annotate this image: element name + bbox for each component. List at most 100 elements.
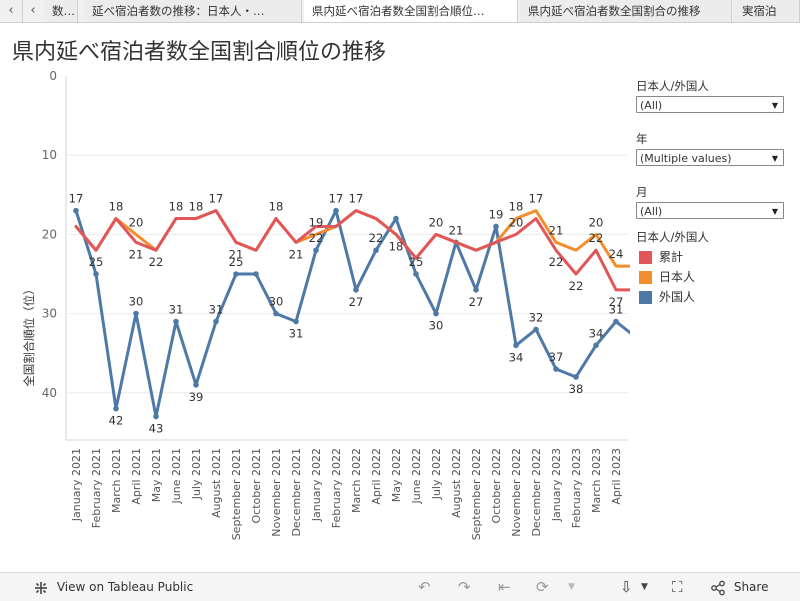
filter-group-type: 日本人/外国人 (All) ▼ <box>636 78 790 113</box>
data-point[interactable] <box>73 207 79 214</box>
data-point[interactable] <box>253 271 259 277</box>
data-point[interactable] <box>153 413 159 420</box>
data-label: 31 <box>609 303 624 317</box>
data-point[interactable] <box>473 287 479 293</box>
tab-sheet-3[interactable]: 県内延べ宿泊者数全国割合順位… <box>304 0 518 22</box>
sheet-tab-bar: ‹ ‹ 数… 延べ宿泊者数の推移：日本人・… 県内延べ宿泊者数全国割合順位… 県… <box>0 0 800 23</box>
data-point[interactable] <box>353 287 359 293</box>
x-tick-label: February 2021 <box>90 448 103 528</box>
download-chevron-icon[interactable]: ▼ <box>641 582 648 592</box>
data-label: 22 <box>309 231 324 245</box>
data-label: 18 <box>509 200 524 214</box>
tab-label: 県内延べ宿泊者数全国割合の推移 <box>528 4 701 18</box>
data-label: 38 <box>569 382 584 396</box>
revert-icon[interactable]: ⇤ <box>498 578 511 596</box>
data-point[interactable] <box>333 207 339 214</box>
data-point[interactable] <box>193 382 199 388</box>
data-label: 24 <box>609 247 624 261</box>
tab-sheet-1[interactable]: 数… <box>44 0 78 22</box>
view-on-tableau-link[interactable]: View on Tableau Public <box>33 573 193 601</box>
chart-data-labels: 17 25 42 30 43 31 39 31 25 30 31 22 17 27 22 25 30 21 27 19… <box>69 192 624 436</box>
data-label: 31 <box>209 303 224 317</box>
legend-item-japanese[interactable]: 日本人 <box>636 267 790 287</box>
data-point[interactable] <box>273 310 279 317</box>
data-label: 43 <box>149 422 164 436</box>
data-label: 27 <box>609 295 624 309</box>
y-tick-label: 20 <box>42 227 57 241</box>
data-point[interactable] <box>213 318 219 325</box>
data-label: 17 <box>209 192 224 206</box>
tab-scroll-left-icon[interactable]: ‹ <box>0 0 23 22</box>
undo-icon[interactable]: ↶ <box>418 578 431 596</box>
data-label: 18 <box>109 200 124 214</box>
data-point[interactable] <box>613 318 619 325</box>
tab-label: 県内延べ宿泊者数全国割合順位… <box>312 4 485 18</box>
redo-icon[interactable]: ↷ <box>458 578 471 596</box>
fullscreen-icon[interactable]: ⛶ <box>672 578 683 596</box>
tab-sheet-5[interactable]: 実宿泊 <box>734 0 800 22</box>
data-point[interactable] <box>313 247 319 254</box>
share-button[interactable]: Share <box>710 573 768 601</box>
data-label: 30 <box>269 295 284 309</box>
legend-item-foreign[interactable]: 外国人 <box>636 287 790 307</box>
x-tick-label: July 2022 <box>430 448 443 500</box>
type-filter-dropdown[interactable]: (All) ▼ <box>636 96 784 113</box>
data-label: 32 <box>529 310 544 324</box>
data-label: 18 <box>389 239 404 253</box>
x-tick-label: June 2022 <box>410 448 423 504</box>
data-point[interactable] <box>573 374 579 380</box>
data-point[interactable] <box>533 326 539 333</box>
legend-item-total[interactable]: 累計 <box>636 247 790 267</box>
y-axis: 0 10 20 30 40 <box>42 70 57 400</box>
chevron-down-icon: ▼ <box>771 207 778 216</box>
y-tick-label: 40 <box>42 386 57 400</box>
legend-label-total: 累計 <box>659 250 684 264</box>
year-filter-dropdown[interactable]: (Multiple values) ▼ <box>636 149 784 166</box>
data-label: 22 <box>369 231 384 245</box>
tab-sheet-4[interactable]: 県内延べ宿泊者数全国割合の推移 <box>520 0 732 22</box>
data-point[interactable] <box>113 405 119 412</box>
tab-label: 延べ宿泊者数の推移：日本人・… <box>92 4 265 18</box>
data-point[interactable] <box>493 223 499 230</box>
month-filter-dropdown[interactable]: (All) ▼ <box>636 202 784 219</box>
x-tick-label: November 2021 <box>270 448 283 537</box>
refresh-options-chevron-icon[interactable]: ▼ <box>568 582 575 592</box>
data-point[interactable] <box>513 342 519 349</box>
tab-sheet-2[interactable]: 延べ宿泊者数の推移：日本人・… <box>84 0 302 22</box>
x-tick-label: April 2023 <box>610 448 623 505</box>
x-tick-label: March 2023 <box>590 448 603 513</box>
chevron-down-icon: ▼ <box>771 154 778 163</box>
x-tick-label: January 2023 <box>550 448 563 522</box>
data-label: 27 <box>469 295 484 309</box>
data-label: 25 <box>229 255 244 269</box>
data-point[interactable] <box>433 310 439 317</box>
data-point[interactable] <box>293 318 299 325</box>
x-tick-label: February 2022 <box>330 448 343 528</box>
download-icon[interactable]: ⇩ <box>620 578 633 596</box>
x-tick-label: November 2022 <box>510 448 523 537</box>
x-tick-label: December 2021 <box>290 448 303 537</box>
data-point[interactable] <box>233 271 239 277</box>
data-point[interactable] <box>553 366 559 372</box>
tableau-toolbar: View on Tableau Public ↶ ↷ ⇤ ⟳ ▼ ⇩ ▼ ⛶ S… <box>0 572 800 601</box>
data-point[interactable] <box>593 342 599 349</box>
data-point[interactable] <box>93 271 99 277</box>
data-point[interactable] <box>393 215 399 222</box>
series-line-累計[interactable] <box>74 209 630 292</box>
data-point[interactable] <box>373 247 379 254</box>
x-tick-label: January 2021 <box>70 448 83 522</box>
x-tick-label: August 2021 <box>210 448 223 518</box>
y-tick-label: 0 <box>49 70 57 83</box>
data-label: 42 <box>109 414 124 428</box>
data-point[interactable] <box>133 310 139 317</box>
refresh-icon[interactable]: ⟳ <box>536 578 549 596</box>
tableau-logo-icon <box>35 581 47 594</box>
data-point[interactable] <box>413 271 419 277</box>
tab-scroll-back-icon[interactable]: ‹ <box>22 0 45 22</box>
data-label: 22 <box>149 255 164 269</box>
data-label: 37 <box>549 350 564 364</box>
chart-legend: 日本人/外国人 累計 日本人 外国人 <box>636 229 790 307</box>
rank-line-chart: 0 10 20 30 40 January 2021 February 2021 March… <box>22 70 630 540</box>
data-point[interactable] <box>173 318 179 325</box>
data-label: 30 <box>429 319 444 333</box>
